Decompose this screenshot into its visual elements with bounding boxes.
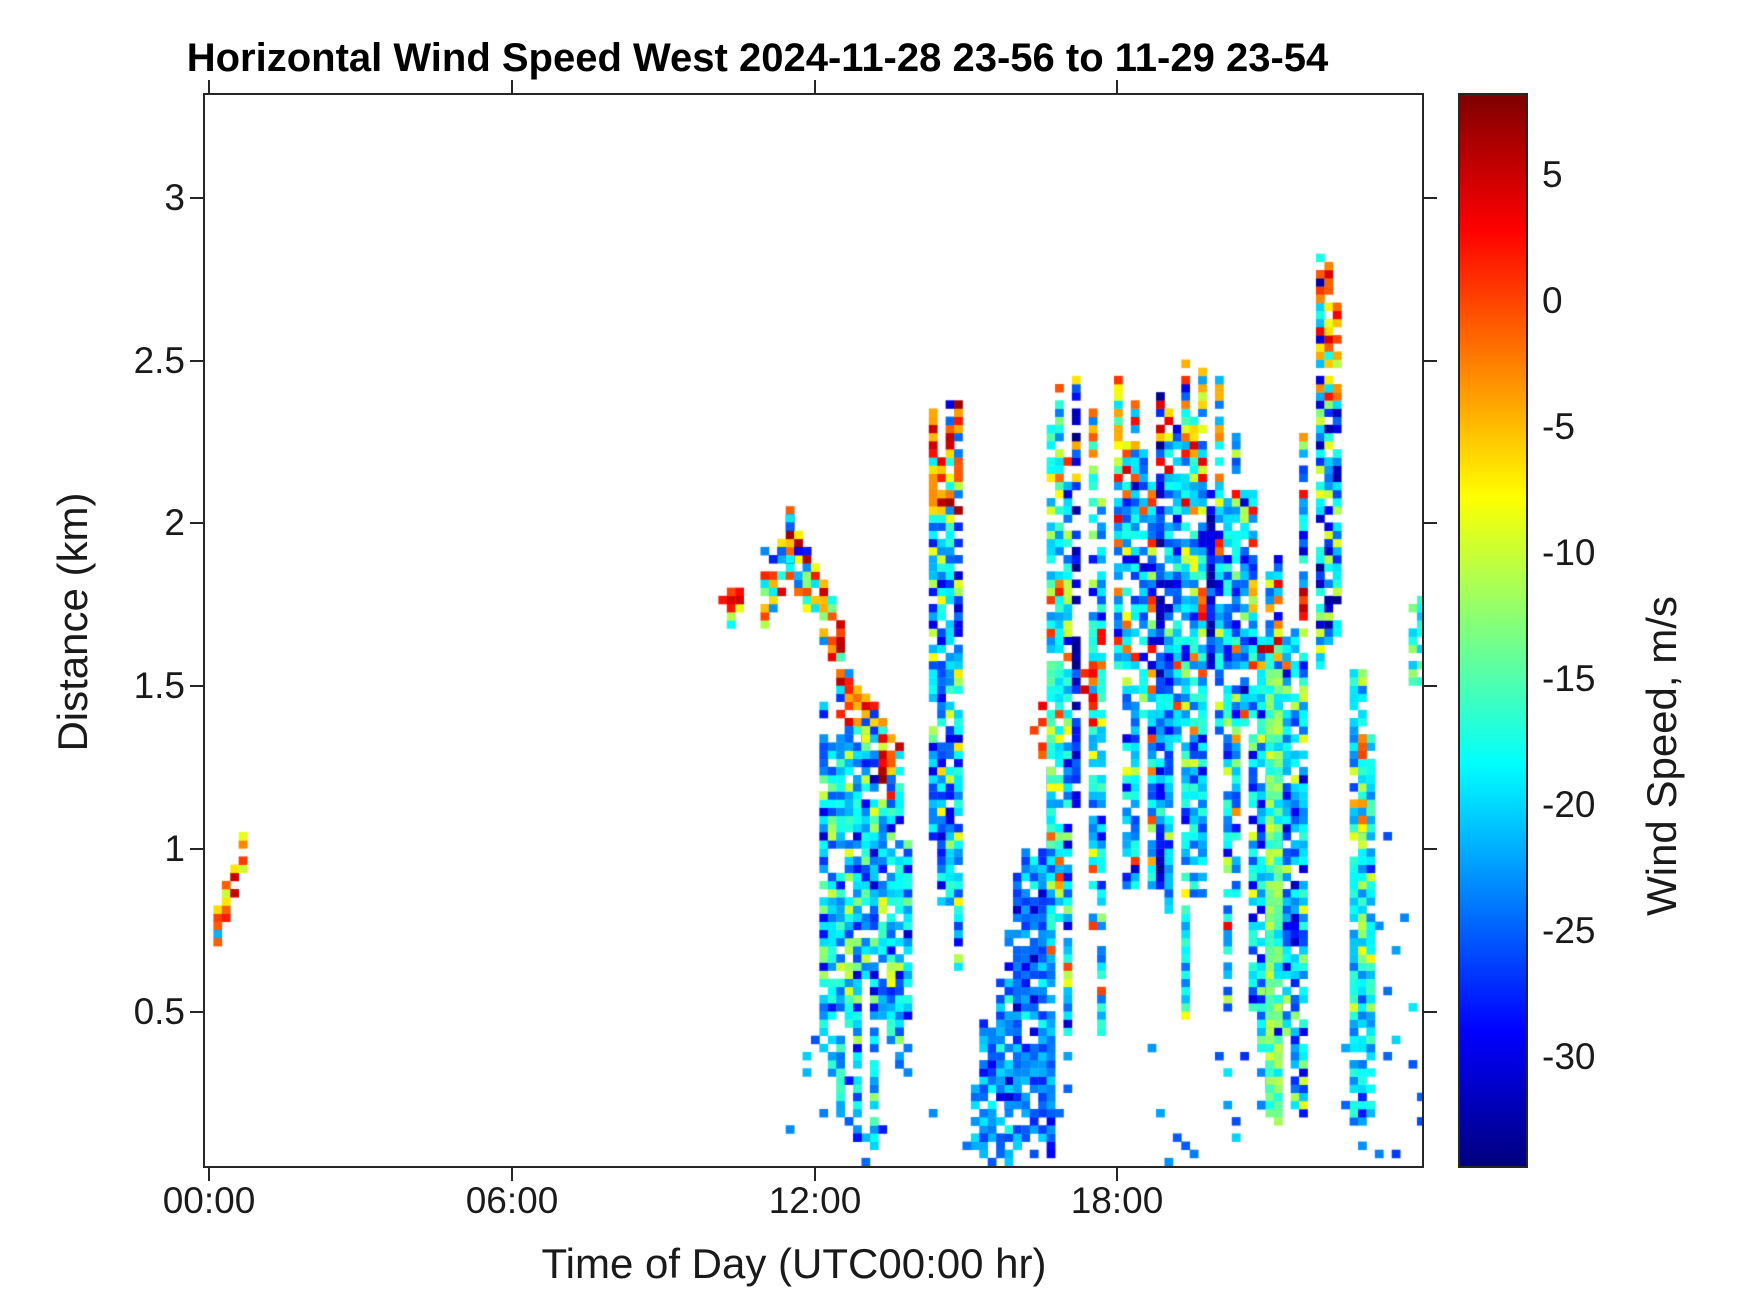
y-tick-mark bbox=[190, 685, 203, 687]
colorbar-tick-label: -25 bbox=[1542, 910, 1596, 951]
colorbar-label: Wind Speed, m/s bbox=[1638, 596, 1685, 916]
x-tick-mark bbox=[208, 1168, 210, 1181]
y-tick-mark bbox=[190, 848, 203, 850]
y-tick-mark bbox=[190, 522, 203, 524]
colorbar-tick-label: -5 bbox=[1542, 406, 1575, 447]
colorbar-tick-label: -30 bbox=[1542, 1036, 1596, 1077]
x-axis-label: Time of Day (UTC00:00 hr) bbox=[541, 1240, 1047, 1287]
x-tick-label: 06:00 bbox=[465, 1180, 559, 1221]
y-tick-mark-right bbox=[1424, 848, 1437, 850]
colorbar-tick-label: -15 bbox=[1542, 658, 1596, 699]
y-tick-mark bbox=[190, 360, 203, 362]
x-tick-mark bbox=[814, 1168, 816, 1181]
colorbar-tick-label: 0 bbox=[1542, 280, 1563, 321]
y-axis-label: Distance (km) bbox=[49, 492, 96, 752]
y-tick-mark bbox=[190, 1011, 203, 1013]
x-tick-label: 00:00 bbox=[162, 1180, 256, 1221]
x-tick-label: 18:00 bbox=[1070, 1180, 1164, 1221]
y-tick-mark-right bbox=[1424, 1011, 1437, 1013]
y-tick-mark-right bbox=[1424, 685, 1437, 687]
x-tick-mark-top bbox=[208, 80, 210, 93]
colorbar-tick-label: 5 bbox=[1542, 154, 1563, 195]
y-tick-label: 1.5 bbox=[133, 665, 185, 706]
x-tick-mark bbox=[511, 1168, 513, 1181]
chart-title: Horizontal Wind Speed West 2024-11-28 23… bbox=[186, 36, 1329, 80]
y-tick-label: 3 bbox=[164, 177, 185, 218]
colorbar-tick-label: -10 bbox=[1542, 532, 1596, 573]
y-tick-label: 2 bbox=[164, 502, 185, 543]
x-tick-mark-top bbox=[1116, 80, 1118, 93]
x-tick-mark-top bbox=[814, 80, 816, 93]
x-tick-label: 12:00 bbox=[768, 1180, 862, 1221]
y-tick-mark-right bbox=[1424, 522, 1437, 524]
y-tick-mark-right bbox=[1424, 360, 1437, 362]
plot-area bbox=[203, 93, 1424, 1168]
y-tick-label: 1 bbox=[164, 828, 185, 869]
colorbar-tick-label: -20 bbox=[1542, 784, 1596, 825]
heatmap-canvas bbox=[205, 95, 1422, 1166]
colorbar bbox=[1458, 93, 1528, 1168]
y-tick-label: 2.5 bbox=[133, 340, 185, 381]
x-tick-mark bbox=[1116, 1168, 1118, 1181]
y-tick-mark bbox=[190, 197, 203, 199]
y-tick-label: 0.5 bbox=[133, 991, 185, 1032]
y-tick-mark-right bbox=[1424, 197, 1437, 199]
x-tick-mark-top bbox=[511, 80, 513, 93]
colorbar-gradient-canvas bbox=[1460, 95, 1526, 1166]
